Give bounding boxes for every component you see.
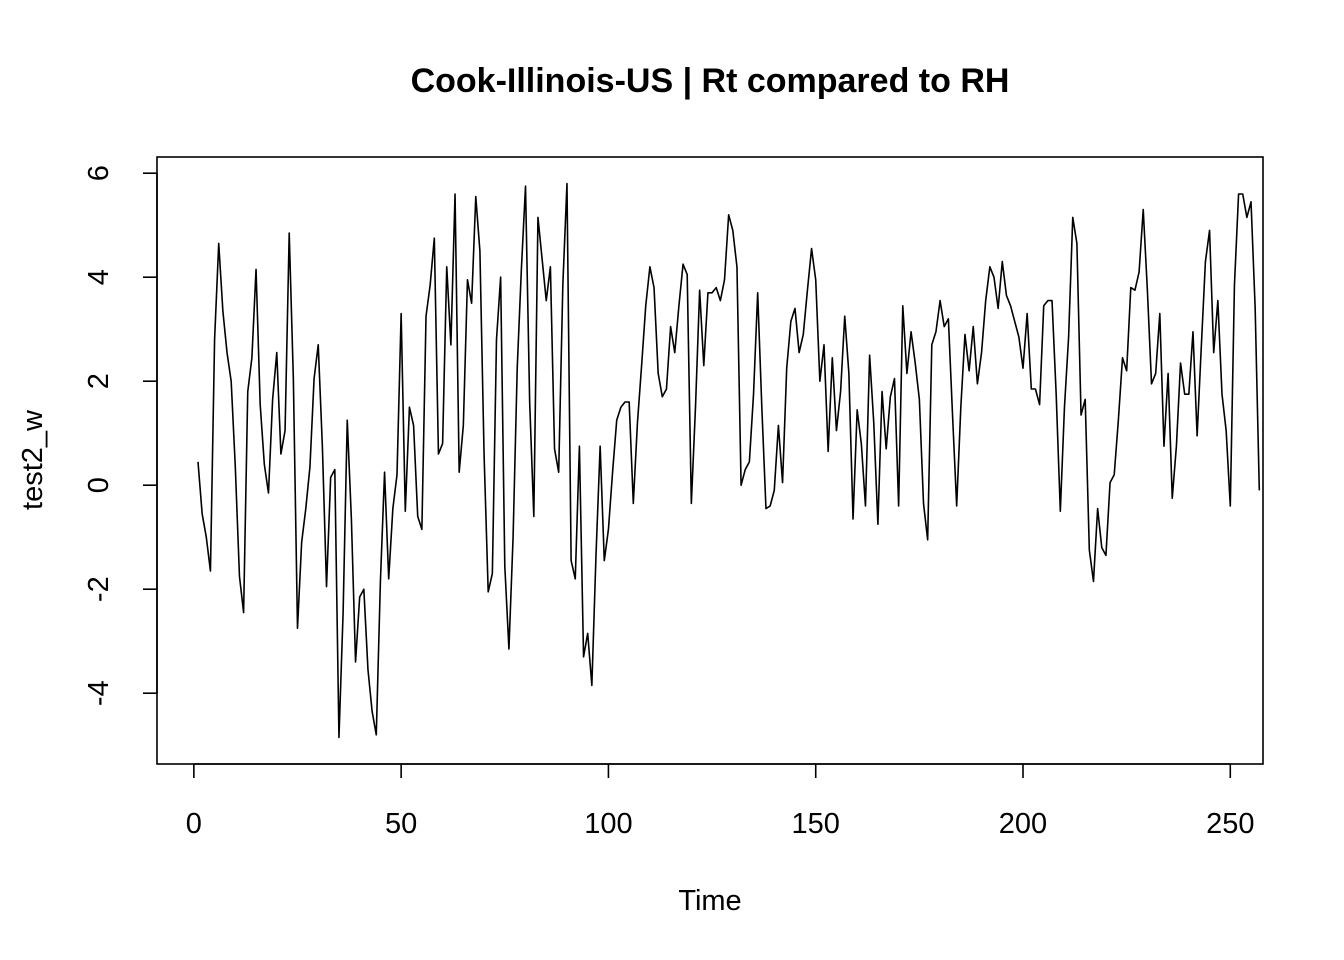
y-tick-label: -4 — [83, 680, 115, 706]
x-tick-label: 250 — [1206, 808, 1254, 840]
chart-title: Cook-Illinois-US | Rt compared to RH — [411, 62, 1010, 100]
series-layer — [197, 182, 1261, 739]
x-tick-label: 100 — [584, 808, 632, 840]
y-tick-label: 6 — [83, 165, 115, 181]
y-tick-label: 2 — [83, 373, 115, 389]
x-axis: 0 50 100 150 200 250 — [186, 763, 1254, 840]
y-axis-label: test2_w — [17, 409, 49, 510]
series-line-0 — [197, 182, 1261, 739]
x-tick-label: 150 — [792, 808, 840, 840]
y-axis: -4 -2 0 2 4 6 — [83, 165, 158, 706]
x-tick-label: 200 — [999, 808, 1047, 840]
y-tick-label: -2 — [83, 576, 115, 602]
x-axis-label: Time — [678, 885, 741, 917]
y-tick-label: 4 — [83, 269, 115, 285]
x-tick-label: 50 — [385, 808, 417, 840]
x-tick-label: 0 — [186, 808, 202, 840]
y-tick-label: 0 — [83, 477, 115, 493]
